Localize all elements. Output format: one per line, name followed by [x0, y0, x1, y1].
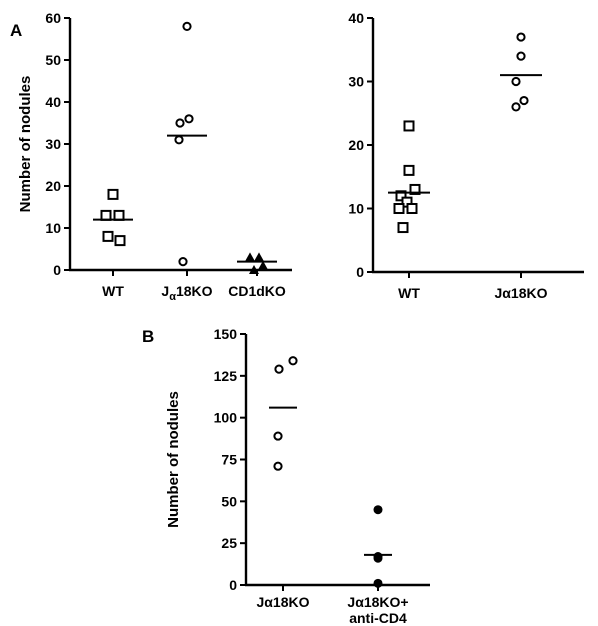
x-tick-label: WT	[398, 285, 420, 301]
y-tick-label: 150	[214, 326, 238, 342]
x-tick-label: WT	[102, 283, 124, 299]
data-point	[184, 114, 194, 124]
chart-panel-a-right: 0 10 20 30 40 WT Jα18KO	[348, 10, 584, 301]
x-tick-label: Jα18KO	[495, 285, 548, 301]
y-tick-label: 20	[45, 178, 61, 194]
y-axis-label: Number of nodules	[165, 391, 182, 528]
y-tick-label: 10	[45, 220, 61, 236]
data-point	[245, 252, 255, 262]
data-point	[519, 95, 529, 106]
y-tick-label: 0	[356, 264, 364, 280]
data-point	[409, 183, 421, 195]
y-tick-label: 60	[45, 10, 61, 26]
y-tick-label: 40	[45, 94, 61, 110]
chart-panel-b: 0 25 50 75 100 125 150 Jα18KO Jα18KO+anti-CD4 Num…	[165, 326, 430, 626]
y-tick-label: 100	[214, 410, 238, 426]
data-point	[403, 120, 415, 132]
data-point	[254, 252, 264, 262]
data-point	[403, 164, 415, 176]
data-point	[100, 209, 112, 221]
y-tick-label: 10	[348, 201, 364, 217]
data-point	[102, 230, 114, 242]
x-tick-label: Jα18KO	[161, 283, 212, 303]
chart-panel-a-left: 0 10 20 30 40 50 60 WT Jα18KO CD1dKO Number of nod…	[17, 10, 292, 303]
data-point	[258, 260, 268, 270]
data-point	[373, 505, 383, 515]
panel-label-a: A	[10, 21, 22, 40]
y-tick-label: 30	[45, 136, 61, 152]
y-tick-label: 125	[214, 368, 238, 384]
data-point	[273, 431, 283, 441]
x-tick-label: anti-CD4	[349, 610, 407, 626]
data-point	[114, 235, 126, 247]
data-point	[107, 188, 119, 200]
data-point	[273, 461, 283, 471]
data-point	[393, 203, 405, 214]
y-tick-label: 0	[53, 262, 61, 278]
data-point	[178, 257, 188, 267]
y-tick-label: 0	[229, 577, 237, 593]
data-point	[182, 21, 192, 31]
data-point	[511, 102, 521, 112]
y-tick-label: 20	[348, 137, 364, 153]
data-point	[274, 364, 284, 374]
y-tick-label: 30	[348, 74, 364, 90]
x-tick-label: CD1dKO	[228, 283, 286, 299]
data-point	[511, 76, 521, 87]
data-point	[174, 135, 184, 145]
y-tick-label: 50	[45, 52, 61, 68]
y-tick-label: 25	[221, 535, 237, 551]
data-point	[373, 578, 383, 588]
y-tick-label: 40	[348, 10, 364, 26]
y-tick-label: 75	[221, 452, 237, 468]
y-axis-label: Number of nodules	[17, 76, 34, 213]
data-point	[516, 51, 526, 61]
panel-label-b: B	[142, 327, 154, 346]
data-point	[397, 222, 409, 234]
data-point	[288, 356, 298, 366]
data-point	[249, 265, 259, 274]
data-point	[175, 118, 185, 128]
x-tick-label: Jα18KO+	[347, 594, 408, 610]
data-point	[406, 203, 418, 214]
data-point	[113, 209, 125, 221]
y-tick-label: 50	[221, 493, 237, 509]
data-point	[395, 190, 407, 202]
data-point	[516, 32, 526, 42]
x-tick-label: Jα18KO	[257, 594, 310, 610]
